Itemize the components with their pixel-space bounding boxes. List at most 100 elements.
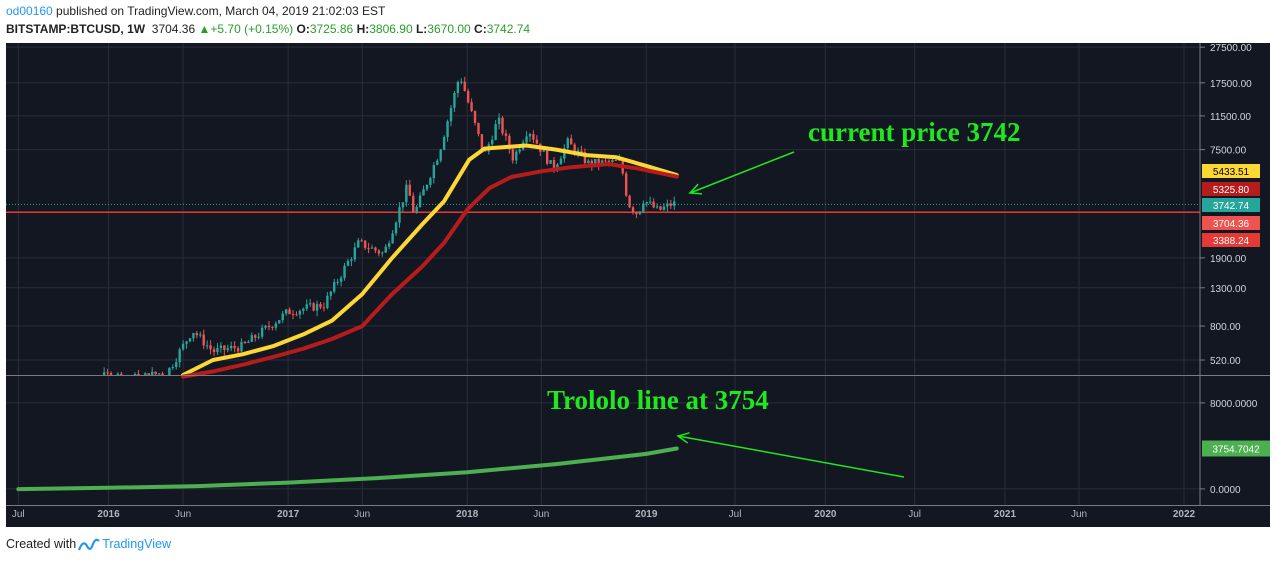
candle-body (370, 247, 374, 249)
candle-body (556, 164, 559, 170)
candle-body (463, 81, 466, 92)
x-tick-label: Jun (175, 509, 191, 520)
tradingview-link[interactable]: TradingView (102, 537, 171, 551)
candle-body (116, 373, 120, 375)
candle-body (570, 138, 573, 145)
candle-body (295, 314, 298, 316)
low-label: L: (415, 22, 428, 36)
candle-body (381, 252, 384, 254)
x-tick-label: 2020 (814, 509, 837, 520)
axes: Jul 2016 Jun 2017 Jun 2018 Jun 2019 Jul 2020 Jul 20… (6, 43, 1270, 520)
candle-body (260, 327, 264, 337)
candle-body (374, 247, 377, 251)
candle-body (453, 92, 456, 108)
candle-body (473, 110, 477, 123)
candle-body (604, 160, 607, 162)
candle-body (144, 373, 147, 375)
candle-body (236, 348, 240, 352)
annotations: current price 3742 Trololo line at 3754 (547, 117, 1020, 478)
candle-body (480, 134, 484, 151)
candle-body (171, 366, 175, 368)
candle-body (308, 303, 312, 305)
candle-body (267, 325, 271, 328)
published-text: published on TradingView.com, March 04, … (52, 4, 386, 18)
candle-body (243, 341, 247, 343)
candle-body (212, 349, 216, 353)
arrow-trololo (677, 435, 905, 478)
candle-body (566, 138, 569, 149)
candle-body (315, 303, 319, 311)
close-value: 3742.74 (486, 22, 531, 36)
price-tag-label: 3388.24 (1213, 236, 1250, 247)
candle-body (291, 314, 295, 316)
candle-body (673, 201, 676, 206)
candle-body (394, 222, 398, 234)
candle-body (151, 371, 154, 375)
y-tick-label: 8000.0000 (1210, 399, 1258, 410)
candle-body (195, 332, 199, 336)
candle-body (508, 135, 511, 150)
trololo-line (16, 446, 679, 492)
candle-body (573, 144, 576, 154)
candle-body (594, 158, 597, 166)
candle-body (178, 349, 181, 363)
candle-body (339, 277, 343, 282)
candle-body (363, 240, 367, 249)
candle-body (137, 373, 140, 375)
candle-body (168, 367, 171, 375)
candle-body (607, 160, 611, 162)
candle-body (415, 206, 418, 213)
candle-body (446, 121, 449, 138)
author-link[interactable]: od00160 (6, 4, 53, 18)
candle-body (199, 334, 202, 336)
candle-body (511, 149, 515, 161)
candle-body (133, 373, 137, 375)
candle-body (460, 81, 463, 83)
candle-body (666, 203, 669, 207)
candle-body (652, 201, 655, 208)
candle-body (628, 195, 631, 208)
open-label: O: (296, 22, 310, 36)
chart-background (6, 43, 1200, 527)
candle-body (202, 334, 205, 346)
candle-body (429, 178, 432, 185)
candle-body (563, 148, 566, 159)
candle-body (466, 91, 470, 103)
annotation-current-price: current price 3742 (808, 117, 1020, 147)
tradingview-logo-icon (78, 538, 100, 551)
y-tick-label: 11500.00 (1210, 112, 1251, 123)
x-tick-label: 2016 (97, 509, 120, 520)
candle-body (418, 195, 422, 207)
candle-body (669, 203, 673, 206)
candle-body (590, 160, 594, 166)
candle-body (432, 164, 436, 179)
candle-body (436, 160, 439, 165)
x-tick-label: Jul (12, 509, 25, 520)
y-tick-label: 800.00 (1210, 322, 1241, 333)
candle-body (497, 117, 501, 125)
high-value: 3806.90 (369, 22, 413, 36)
candle-body (226, 348, 229, 350)
price-tag-label: 3742.74 (1213, 201, 1250, 212)
price-tag-label: 5433.51 (1213, 167, 1250, 178)
candle-body (559, 158, 563, 165)
low-value: 3670.00 (427, 22, 471, 36)
candle-body (491, 139, 494, 145)
candle-body (223, 345, 226, 350)
horizontal-lines (6, 203, 1200, 214)
candle-body (329, 291, 332, 296)
candle-body (645, 202, 648, 204)
open-value: 3725.86 (309, 22, 354, 36)
candle-body (161, 373, 164, 375)
arrow-current-price (689, 151, 795, 194)
price-chart[interactable]: current price 3742 Trololo line at 3754 J… (6, 43, 1270, 527)
candle-body (470, 102, 473, 111)
candle-body (185, 341, 188, 344)
candle-body (484, 150, 487, 152)
candle-body (106, 372, 109, 374)
trololo-tag (1202, 440, 1270, 457)
x-tick-label: 2017 (277, 509, 300, 520)
candle-body (642, 203, 645, 212)
candle-body (655, 206, 659, 208)
x-tick-label: Jul (729, 509, 742, 520)
